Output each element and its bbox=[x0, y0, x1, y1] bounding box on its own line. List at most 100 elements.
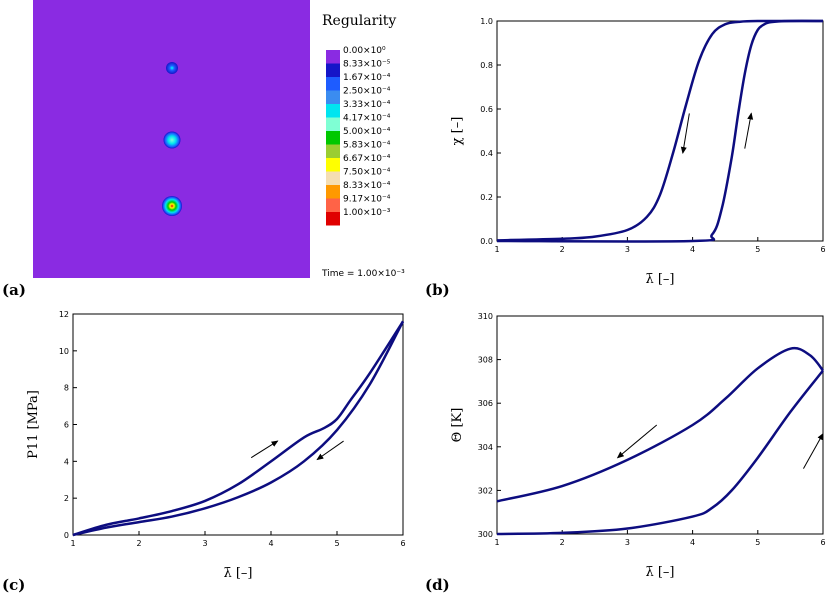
y-tick-label: 310 bbox=[478, 312, 493, 321]
x-axis-label: λ̄ [–] bbox=[645, 565, 674, 580]
x-tick-label: 2 bbox=[136, 539, 141, 548]
x-tick-label: 4 bbox=[690, 538, 695, 547]
x-tick-label: 3 bbox=[202, 539, 207, 548]
regularity-spot-top bbox=[166, 62, 178, 74]
y-tick-label: 0.2 bbox=[480, 193, 493, 202]
x-tick-label: 5 bbox=[755, 245, 760, 254]
chart-b: 1 2 3 4 5 6 0.0 0.2 0.4 0.6 0.8 1.0 λ̄ [–] χ [–] bbox=[450, 17, 826, 287]
x-tick-label: 6 bbox=[820, 245, 825, 254]
y-tick-label: 4 bbox=[64, 457, 69, 466]
colorbar-tick-label: 7.50×10⁻⁴ bbox=[343, 168, 391, 178]
colorbar-swatch bbox=[326, 144, 340, 158]
y-tick-label: 10 bbox=[59, 347, 69, 356]
y-tick-label: 304 bbox=[478, 443, 493, 452]
x-axis-label: λ̄ [–] bbox=[645, 272, 674, 287]
panel-d: (d) 1 2 3 4 5 6 300 302 304 306 308 310 λ̄ [–] Θ [K] bbox=[425, 312, 826, 594]
panel-d-label: (d) bbox=[425, 576, 450, 594]
series-line-2 bbox=[496, 19, 824, 243]
x-tick-label: 5 bbox=[755, 538, 760, 547]
colorbar-tick-label: 8.33×10⁻⁴ bbox=[343, 181, 391, 191]
direction-arrow bbox=[616, 424, 658, 459]
colorbar-swatch bbox=[326, 171, 340, 185]
y-tick-label: 0.0 bbox=[480, 237, 493, 246]
x-tick-label: 1 bbox=[70, 539, 75, 548]
x-tick-label: 6 bbox=[400, 539, 405, 548]
y-tick-label: 0.6 bbox=[480, 105, 493, 114]
y-tick-label: 0 bbox=[64, 531, 69, 540]
time-label: Time = 1.00×10⁻³ bbox=[321, 269, 405, 279]
colorbar-swatch bbox=[326, 198, 340, 212]
colorbar-tick-label: 4.17×10⁻⁴ bbox=[343, 114, 391, 124]
y-tick-label: 0.4 bbox=[480, 149, 493, 158]
regularity-spot-middle bbox=[163, 131, 181, 149]
colorbar-swatch bbox=[326, 50, 340, 64]
colorbar-swatch bbox=[326, 104, 340, 118]
direction-arrow bbox=[250, 440, 279, 459]
colorbar-swatch bbox=[326, 63, 340, 77]
colorbar-swatch bbox=[326, 131, 340, 145]
colorbar-swatch bbox=[326, 212, 340, 226]
y-tick-label: 6 bbox=[64, 421, 69, 430]
colorbar: 0.00×10⁰ 8.33×10⁻⁵ 1.67×10⁻⁴ 2.50×10⁻⁴ 3.33×… bbox=[326, 46, 391, 226]
panel-a: Regularity 0.00×10⁰ 8.33×10⁻⁵ 1.67×10⁻⁴ 2.5… bbox=[2, 0, 405, 299]
colorbar-swatch bbox=[326, 77, 340, 91]
y-tick-label: 306 bbox=[478, 399, 493, 408]
x-tick-label: 4 bbox=[690, 245, 695, 254]
colorbar-swatch bbox=[326, 90, 340, 104]
x-tick-label: 1 bbox=[494, 245, 499, 254]
colorbar-tick-label: 2.50×10⁻⁴ bbox=[343, 87, 391, 97]
colorbar-tick-label: 3.33×10⁻⁴ bbox=[343, 100, 391, 110]
x-tick-label: 4 bbox=[268, 539, 273, 548]
colorbar-swatch bbox=[326, 185, 340, 199]
y-tick-label: 2 bbox=[64, 494, 69, 503]
x-tick-label: 6 bbox=[820, 538, 825, 547]
plot-frame bbox=[496, 20, 824, 242]
colorbar-tick-label: 5.00×10⁻⁴ bbox=[343, 127, 391, 137]
y-tick-label: 300 bbox=[478, 530, 493, 539]
series-line-1 bbox=[72, 320, 405, 537]
colorbar-tick-label: 6.67×10⁻⁴ bbox=[343, 154, 391, 164]
y-axis-label: P11 [MPa] bbox=[26, 390, 41, 459]
series-line-2 bbox=[72, 320, 405, 537]
colorbar-tick-label: 1.67×10⁻⁴ bbox=[343, 73, 391, 83]
y-tick-label: 308 bbox=[478, 356, 493, 365]
x-tick-label: 1 bbox=[494, 538, 499, 547]
y-tick-label: 12 bbox=[59, 310, 69, 319]
x-tick-label: 5 bbox=[334, 539, 339, 548]
panel-a-label: (a) bbox=[2, 281, 26, 299]
plot-frame bbox=[496, 315, 824, 535]
plot-frame bbox=[72, 313, 404, 536]
x-tick-label: 3 bbox=[625, 538, 630, 547]
colorbar-title: Regularity bbox=[322, 13, 396, 29]
direction-arrow bbox=[680, 113, 690, 154]
colorbar-swatch bbox=[326, 158, 340, 172]
series-line-1 bbox=[496, 346, 824, 503]
y-axis-label: χ [–] bbox=[450, 117, 465, 146]
x-tick-label: 2 bbox=[560, 245, 565, 254]
series-line-1 bbox=[496, 19, 824, 242]
x-axis-label: λ̄ [–] bbox=[223, 566, 252, 581]
y-tick-label: 8 bbox=[64, 384, 69, 393]
panel-b: (b) 1 2 3 4 5 6 0.0 0.2 0.4 0.6 0.8 1.0 λ̄ [–] χ [–] bbox=[425, 17, 826, 299]
direction-arrow bbox=[316, 440, 344, 461]
colorbar-tick-label: 0.00×10⁰ bbox=[343, 46, 386, 56]
x-tick-label: 2 bbox=[560, 538, 565, 547]
colorbar-tick-label: 8.33×10⁻⁵ bbox=[343, 60, 391, 70]
panel-c-label: (c) bbox=[2, 576, 25, 594]
regularity-spot-bottom bbox=[162, 196, 182, 216]
x-tick-label: 3 bbox=[625, 245, 630, 254]
panel-b-label: (b) bbox=[425, 281, 450, 299]
y-tick-label: 1.0 bbox=[480, 17, 493, 26]
series-line-2 bbox=[496, 369, 824, 536]
direction-arrow bbox=[803, 432, 824, 469]
colorbar-tick-label: 1.00×10⁻³ bbox=[343, 208, 391, 218]
y-axis-label: Θ [K] bbox=[450, 408, 465, 443]
direction-arrow bbox=[744, 112, 754, 149]
colorbar-tick-label: 5.83×10⁻⁴ bbox=[343, 141, 391, 151]
colorbar-tick-label: 9.17×10⁻⁴ bbox=[343, 195, 391, 205]
y-tick-label: 302 bbox=[478, 486, 493, 495]
y-tick-label: 0.8 bbox=[480, 61, 493, 70]
